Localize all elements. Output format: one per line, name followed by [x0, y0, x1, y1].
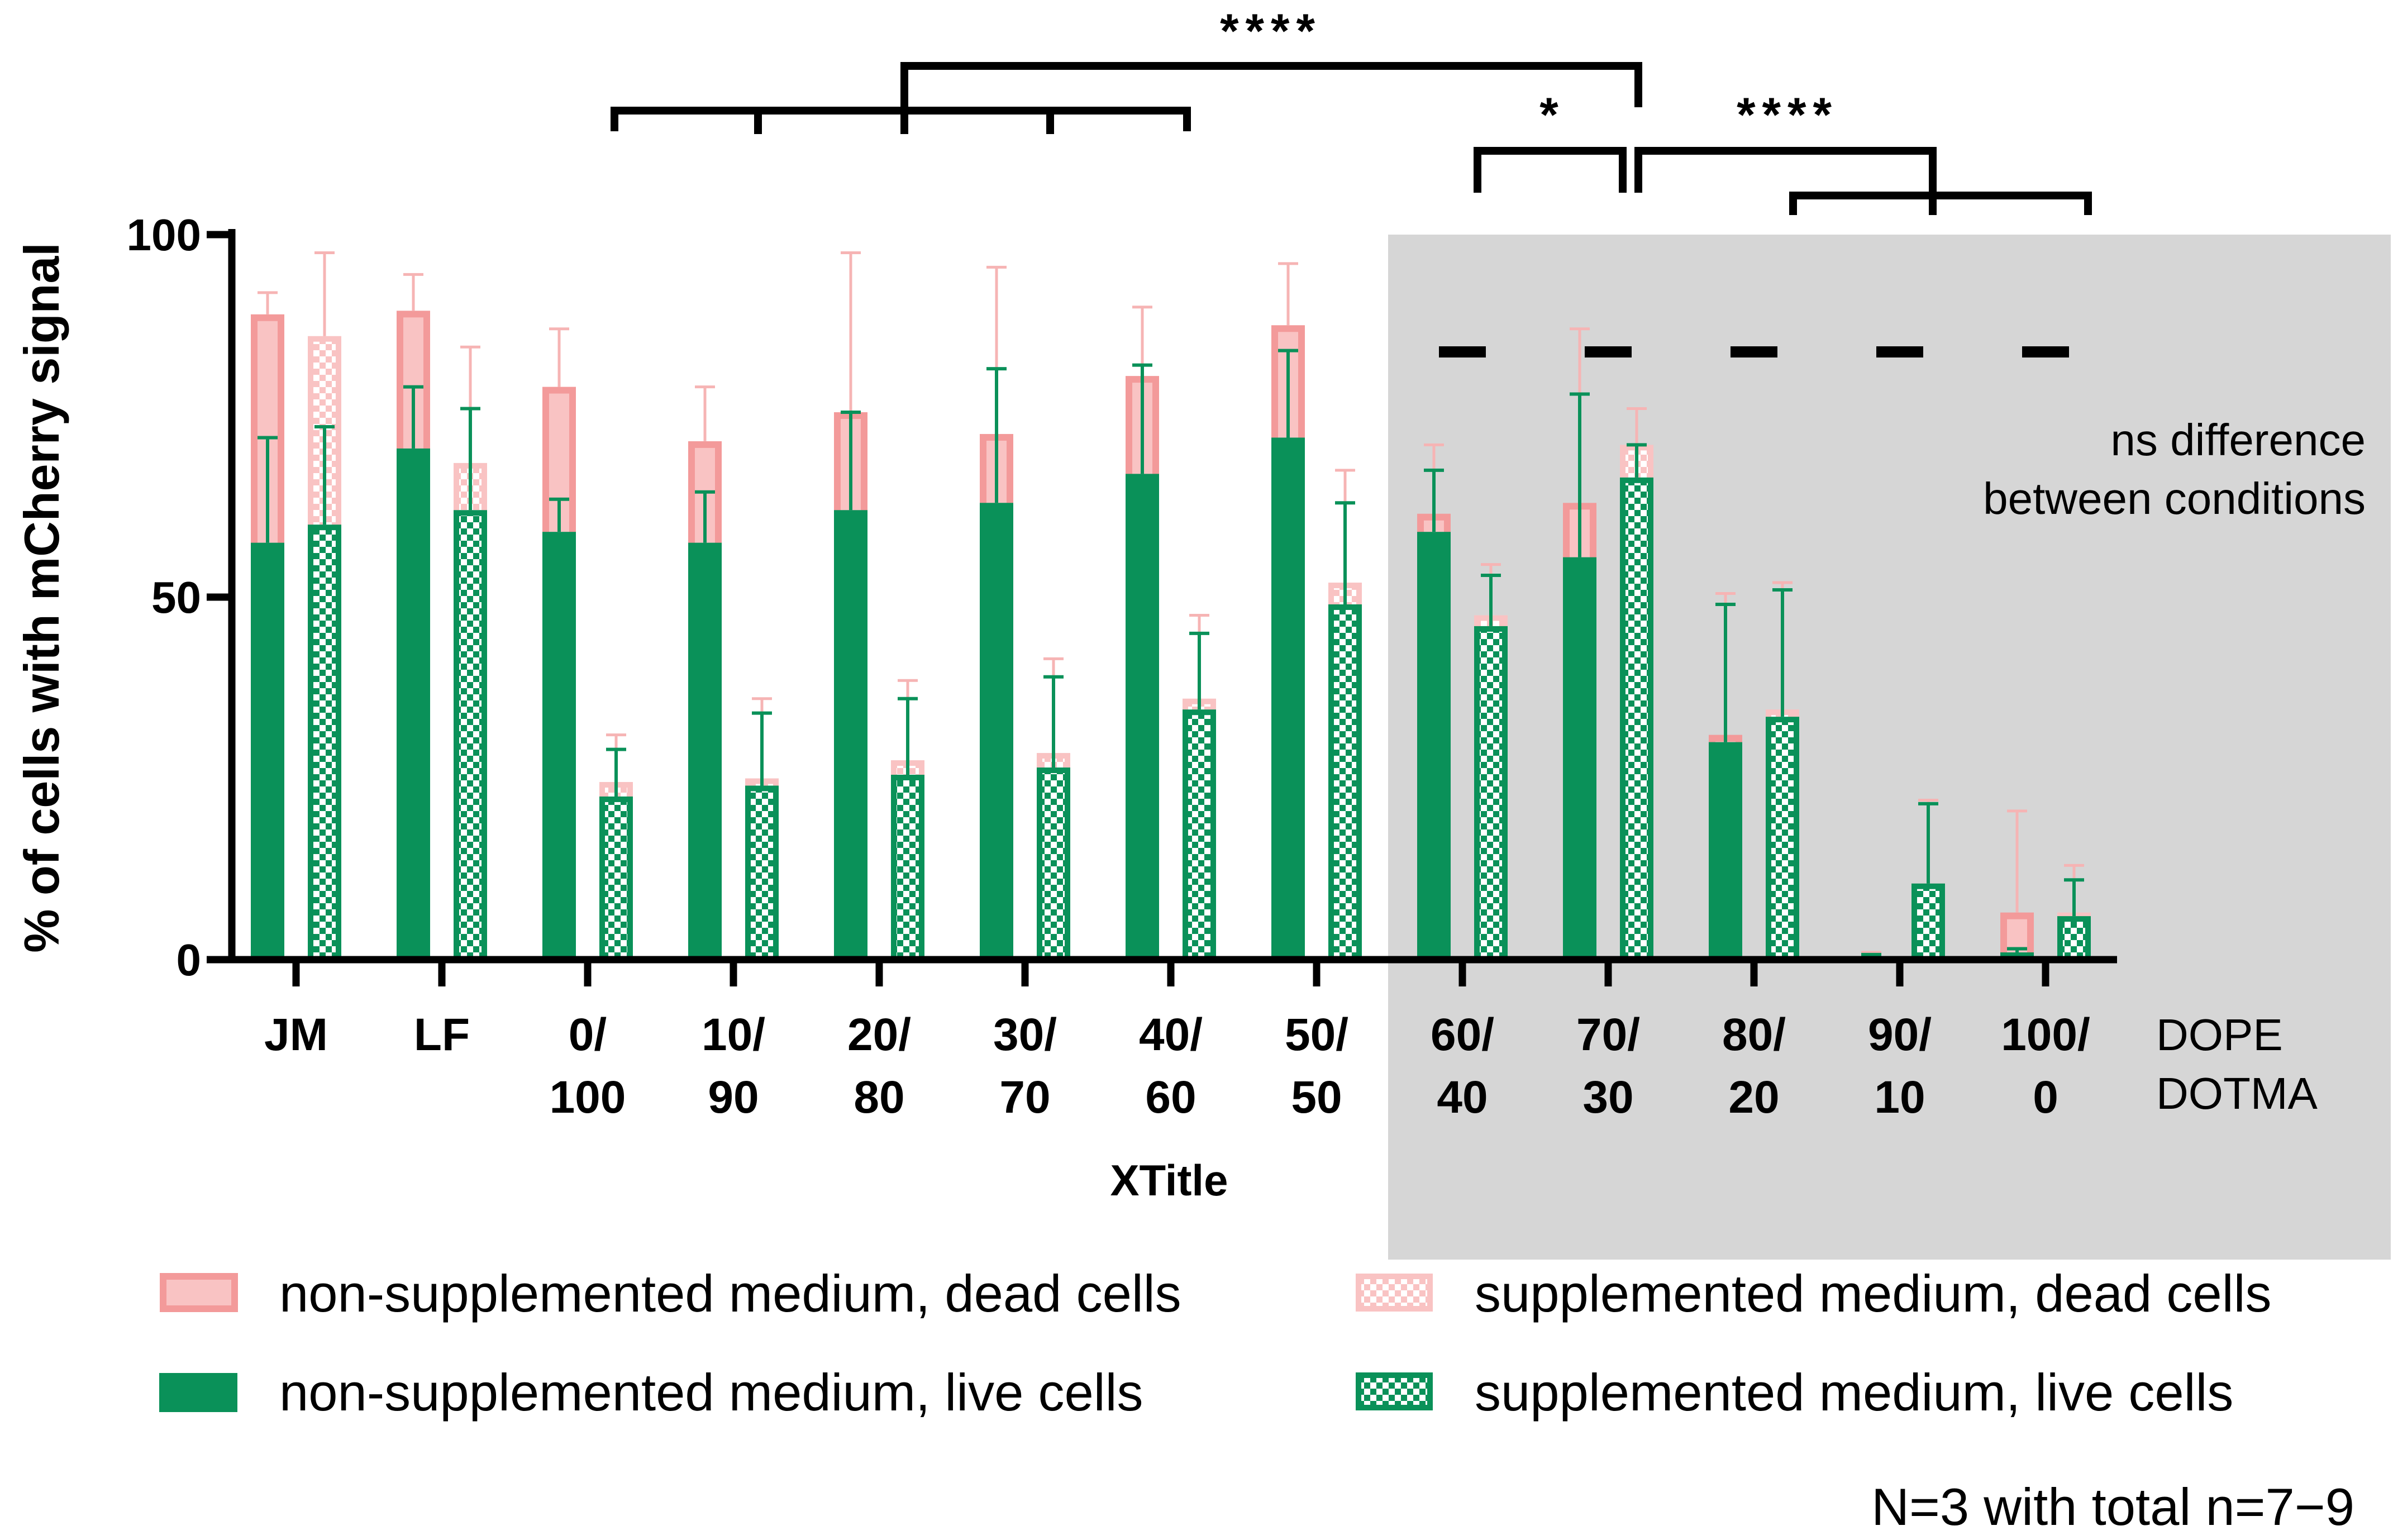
x-tick-label: 40/	[1139, 1009, 1203, 1060]
x-tick-label: 80/	[1722, 1009, 1786, 1060]
y-tick-label: 100	[127, 210, 201, 260]
legend-label-supp-dead: supplemented medium, dead cells	[1475, 1264, 2271, 1323]
legend-swatch-nonsupp-live	[159, 1373, 237, 1412]
bar-nonsupp-live	[1271, 437, 1305, 960]
bar-nonsupp-live	[542, 532, 576, 960]
legend-label-nonsupp-live: non-supplemented medium, live cells	[279, 1363, 1143, 1422]
x-tick-label-line2: 80	[854, 1072, 904, 1123]
bar-supp-live	[1037, 767, 1070, 963]
legend: non-supplemented medium, dead cells non-…	[159, 1264, 2271, 1422]
legend-swatch-supp-live	[1356, 1372, 1433, 1410]
x-tick-label-line2: 40	[1437, 1072, 1488, 1123]
ns-text-line2: between conditions	[1983, 474, 2366, 523]
x-tick-label: 50/	[1285, 1009, 1348, 1060]
x-tick-label-line2: 20	[1728, 1072, 1779, 1123]
significance-brackets	[611, 62, 2092, 215]
x-tick-label: 90/	[1868, 1009, 1932, 1060]
ns-text-line1: ns difference	[2110, 415, 2366, 465]
bar-supp-live	[454, 510, 487, 962]
bar-nonsupp-live	[1709, 742, 1742, 960]
bar-nonsupp-live	[1126, 474, 1159, 960]
bar-nonsupp-live	[397, 448, 430, 960]
bar-supp-live	[1474, 626, 1508, 963]
y-axis-title: % of cells with mCherry signal	[14, 242, 69, 952]
bar-nonsupp-live	[980, 503, 1013, 960]
x-tick-label-line2: 50	[1291, 1072, 1342, 1123]
bracket-pair-right	[1634, 147, 1937, 215]
bar-supp-live	[891, 775, 924, 962]
sig-top: ****	[1220, 4, 1322, 58]
bar-supp-live	[1620, 477, 1653, 962]
x-axis-title: XTitle	[1110, 1156, 1228, 1205]
row-label-dope: DOPE	[2156, 1010, 2283, 1060]
bracket-top	[900, 62, 1642, 111]
bar-supp-live	[1911, 883, 1945, 962]
legend-swatch-supp-dead	[1356, 1274, 1433, 1312]
y-ticks: 0 50 100	[127, 210, 232, 985]
bar-nonsupp-live	[834, 510, 867, 960]
x-tick-label: 0/	[569, 1009, 607, 1060]
sig-left: *	[1539, 88, 1558, 142]
x-tick-label-line2: 10	[1874, 1072, 1925, 1123]
bracket-group-right	[1789, 192, 2092, 215]
row-label-dotma: DOTMA	[2156, 1069, 2318, 1118]
ns-shaded-region	[1388, 235, 2391, 1260]
x-tick-label: JM	[264, 1009, 328, 1060]
x-ticks: JM LF 0/10010/9020/8030/7040/6050/5060/407…	[264, 960, 2090, 1123]
legend-label-nonsupp-dead: non-supplemented medium, dead cells	[279, 1264, 1181, 1323]
x-tick-label-line2: 0	[2033, 1072, 2058, 1123]
bar-supp-live	[599, 796, 633, 962]
x-tick-label: 100/	[2001, 1009, 2090, 1060]
sig-right: ****	[1737, 88, 1838, 142]
bar-nonsupp-live	[1563, 557, 1596, 960]
x-tick-label: 70/	[1576, 1009, 1640, 1060]
x-tick-label-line2: 70	[999, 1072, 1050, 1123]
bar-nonsupp-live	[688, 542, 722, 960]
y-tick-label: 0	[177, 935, 202, 985]
x-tick-label-line2: 30	[1582, 1072, 1633, 1123]
x-tick-label-line2: 90	[708, 1072, 759, 1123]
legend-swatch-nonsupp-dead	[160, 1273, 238, 1312]
x-tick-label: 30/	[993, 1009, 1057, 1060]
bar-nonsupp-live	[1417, 532, 1451, 960]
bar-nonsupp-live	[251, 542, 284, 960]
bracket-pair-left	[1474, 147, 1627, 193]
bar-supp-live	[308, 525, 341, 962]
x-tick-label-line2: 60	[1145, 1072, 1196, 1123]
legend-label-supp-live: supplemented medium, live cells	[1475, 1363, 2233, 1422]
x-tick-label: LF	[414, 1009, 470, 1060]
bar-supp-live	[1766, 717, 1799, 963]
bar-supp-live	[2057, 916, 2091, 962]
bar-supp-live	[745, 785, 779, 962]
bar-supp-live	[1183, 709, 1216, 962]
x-tick-label: 20/	[847, 1009, 911, 1060]
x-tick-label: 10/	[702, 1009, 765, 1060]
x-tick-label-line2: 100	[550, 1072, 626, 1123]
bar-supp-live	[1328, 604, 1362, 962]
sample-size-note: N=3 with total n=7−9	[1871, 1477, 2354, 1536]
y-tick-label: 50	[151, 573, 201, 622]
x-tick-label: 60/	[1431, 1009, 1494, 1060]
